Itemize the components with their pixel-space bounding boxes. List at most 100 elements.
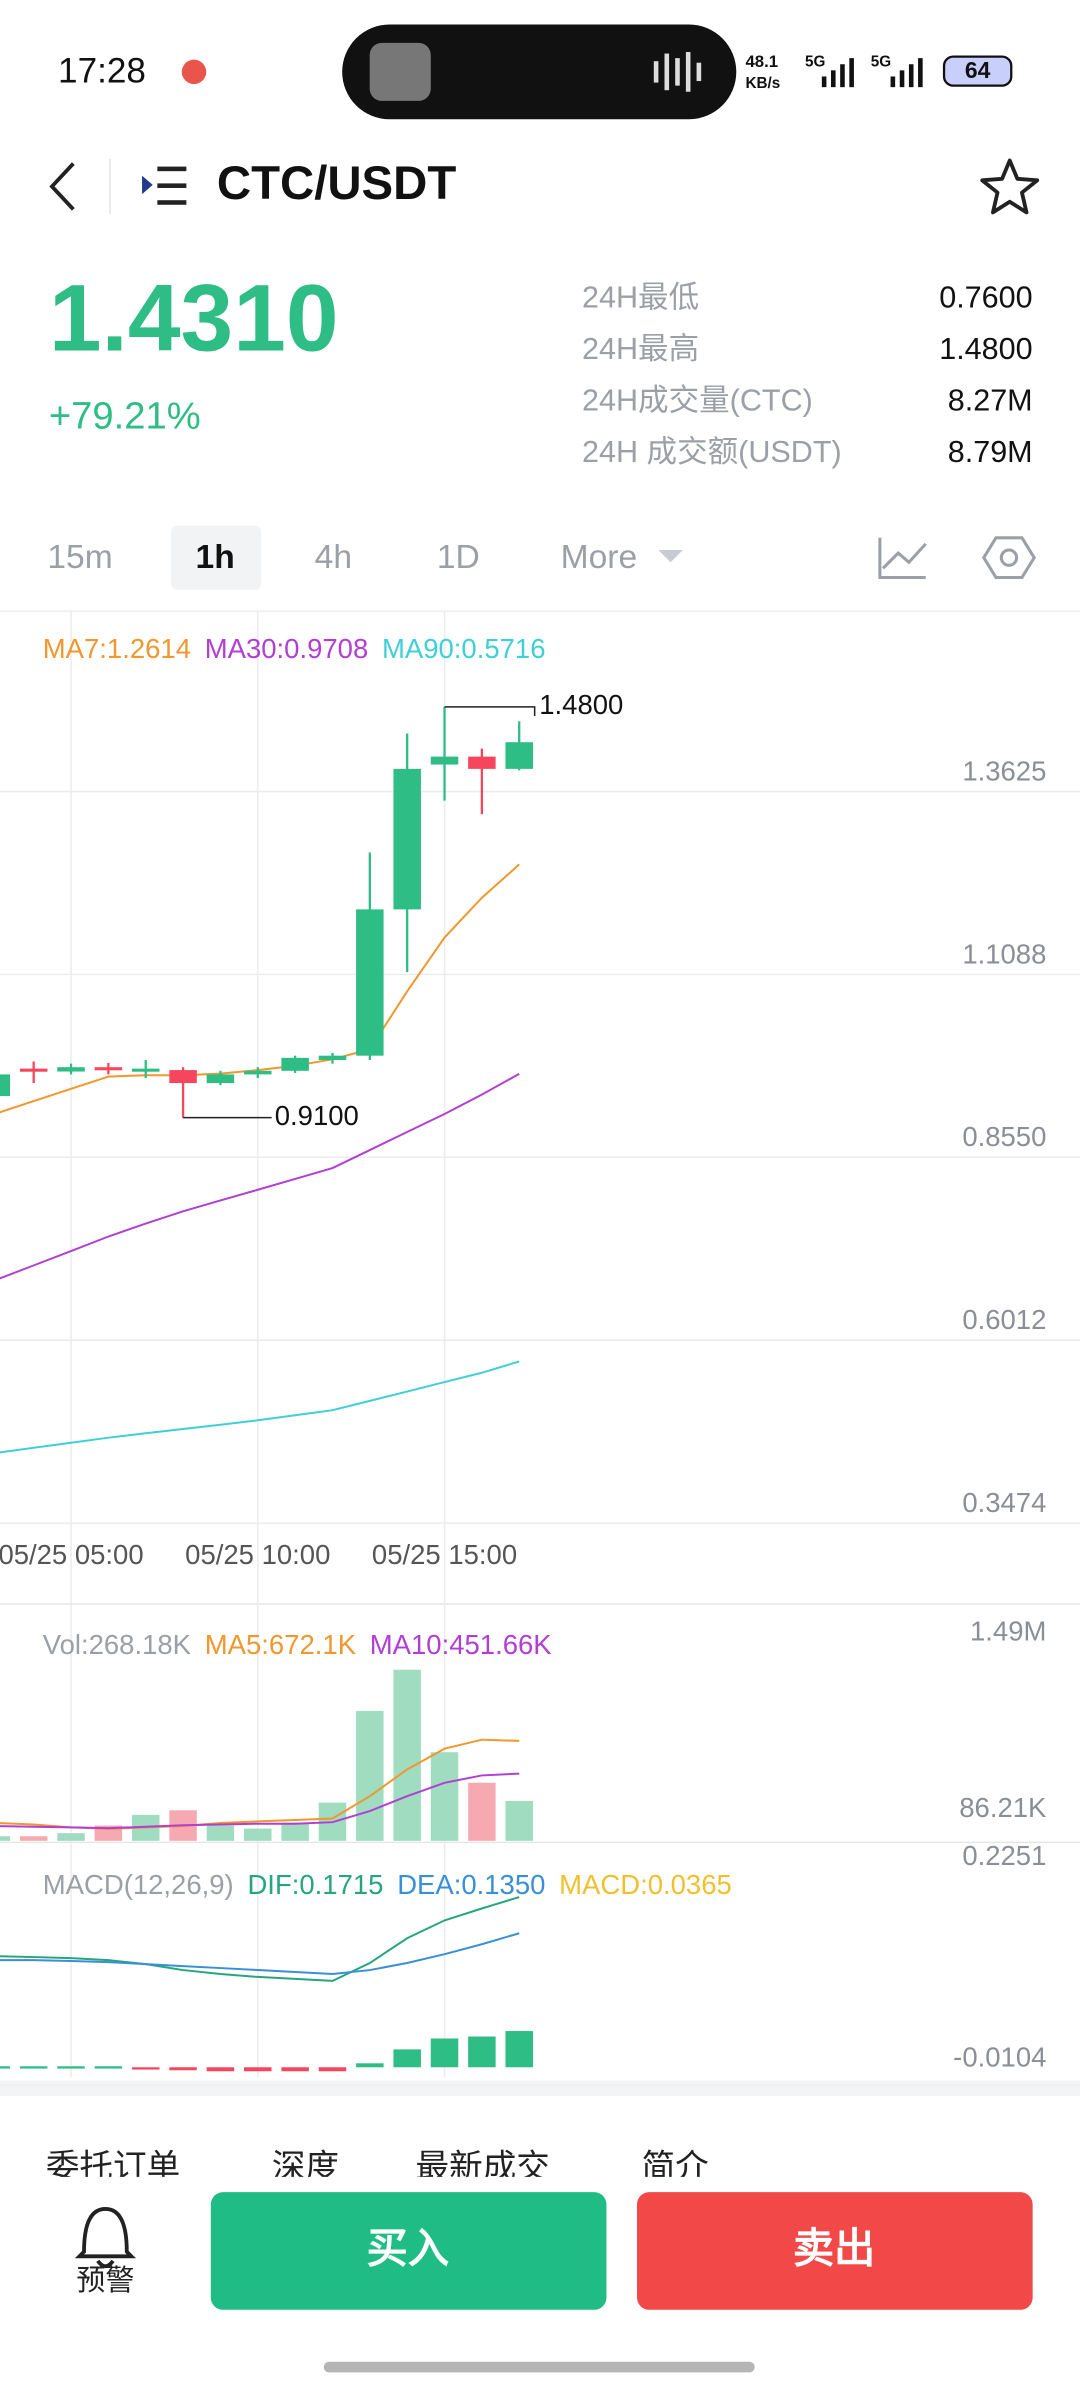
legend-entry: MACD(12,26,9) <box>43 1869 234 1900</box>
indicator-line <box>0 1072 520 1280</box>
bar <box>131 2067 160 2070</box>
bar <box>206 2067 235 2072</box>
candle-body <box>430 756 459 765</box>
legend-entry: MA90:0.5716 <box>382 633 546 664</box>
media-thumb <box>369 42 431 101</box>
buy-button[interactable] <box>210 2192 607 2310</box>
bar <box>356 1710 384 1841</box>
stats: 24H最低 0.7600 24H最高 1.4800 24H成交量(CTC) 8.27M 24… <box>582 281 1033 469</box>
price-change: +79.21% <box>49 395 201 438</box>
high-label: 1.4800 <box>539 689 623 720</box>
stat-value: 8.79M <box>948 435 1033 469</box>
stat-label: 24H最高 <box>582 332 699 366</box>
battery-level: 64 <box>965 57 991 83</box>
more-caret <box>658 550 683 563</box>
candle-body <box>318 1055 347 1061</box>
candle-body <box>94 1067 123 1071</box>
indicator-button[interactable] <box>878 537 927 580</box>
alert-label[interactable]: 预警 <box>76 2264 134 2297</box>
bar <box>430 1752 459 1841</box>
bar <box>0 2066 11 2069</box>
net-unit: KB/s <box>745 75 780 92</box>
indicator-line <box>0 1932 520 1976</box>
y-tick-label: 0.8550 <box>962 1121 1046 1152</box>
net-speed: 48.1 <box>745 52 778 71</box>
audio-wave <box>653 52 702 92</box>
timeframe-tab[interactable]: 1h <box>196 539 235 576</box>
timeframe-tabs: 15m 1h 4h 1D More <box>47 539 637 576</box>
candle-body <box>57 1067 85 1072</box>
indicator-line <box>0 1896 520 1982</box>
bar <box>57 1833 85 1841</box>
bar <box>94 2066 123 2069</box>
candle-body <box>244 1070 272 1075</box>
stat-label: 24H成交量(CTC) <box>582 384 813 418</box>
bar <box>468 2036 496 2068</box>
alert-icon[interactable] <box>74 2207 136 2269</box>
battery <box>942 55 1013 87</box>
sell-label[interactable]: 卖出 <box>793 2226 875 2272</box>
candle-body <box>468 756 496 769</box>
legend-entry: DEA:0.1350 <box>397 1869 545 1900</box>
candle-body <box>169 1070 197 1084</box>
candle-body <box>0 1074 11 1097</box>
timeframe-tab[interactable]: 15m <box>47 539 112 576</box>
legend-entry: MA5:672.1K <box>205 1629 357 1660</box>
network: 5G <box>805 54 825 71</box>
bar <box>19 2066 48 2069</box>
candle-body <box>505 742 533 769</box>
bar <box>505 1800 533 1841</box>
menu-icon[interactable] <box>142 166 187 205</box>
candle-body <box>206 1074 235 1084</box>
settings-dot <box>999 548 1019 567</box>
home-indicator <box>323 2361 755 2373</box>
timeframe-tab[interactable]: 4h <box>315 539 352 576</box>
legend-entry: MA7:1.2614 <box>43 633 191 664</box>
last-price: 1.4310 <box>49 265 339 371</box>
indicator-line <box>0 1772 520 1830</box>
x-tick-label: 05/25 05:00 <box>0 1539 144 1570</box>
x-tick-label: 05/25 15:00 <box>372 1539 517 1570</box>
y-tick-label: 0.6012 <box>962 1304 1046 1335</box>
legend-entry: MA10:451.66K <box>370 1629 552 1660</box>
bar <box>430 2038 459 2068</box>
candle-body <box>281 1057 309 1071</box>
candle-body <box>393 768 421 910</box>
network: 5G <box>871 54 891 71</box>
y-tick-label: 1.49M <box>970 1615 1046 1646</box>
bar <box>505 2031 533 2068</box>
candle-body <box>131 1068 160 1072</box>
bar <box>169 2067 197 2071</box>
y-tick-label: 0.2251 <box>962 1840 1046 1871</box>
legend-entry: Vol:268.18K <box>43 1629 192 1660</box>
high-marker <box>444 706 536 717</box>
settings-button[interactable] <box>981 536 1036 580</box>
indicator-line <box>0 863 520 1114</box>
signal <box>821 58 854 88</box>
pair-title: CTC/USDT <box>217 157 456 210</box>
timeframe-tab[interactable]: 1D <box>437 539 480 576</box>
stat-value: 8.27M <box>948 384 1033 418</box>
sell-button[interactable] <box>637 2192 1033 2310</box>
y-tick-label: 1.1088 <box>962 938 1046 969</box>
spacer <box>0 2080 1080 2096</box>
candle-body <box>19 1068 48 1072</box>
low-label: 0.9100 <box>275 1100 359 1131</box>
back-button[interactable] <box>49 162 75 211</box>
buy-label[interactable]: 买入 <box>367 2226 449 2272</box>
favorite-button[interactable] <box>980 158 1040 215</box>
stat-value: 1.4800 <box>939 332 1032 366</box>
bar <box>57 2066 85 2069</box>
timeframe-tab[interactable]: More <box>561 539 638 576</box>
bar <box>356 2063 384 2068</box>
stat-value: 0.7600 <box>939 281 1032 315</box>
y-tick-label: -0.0104 <box>953 2042 1046 2073</box>
x-tick-label: 05/25 10:00 <box>185 1539 330 1570</box>
stat-label: 24H 成交额(USDT) <box>582 435 842 469</box>
indicator-line <box>0 1360 520 1454</box>
map-icon <box>181 59 207 85</box>
legend-entry: MACD:0.0365 <box>559 1869 732 1900</box>
y-tick-label: 86.21K <box>959 1792 1047 1823</box>
bar <box>281 1822 309 1841</box>
